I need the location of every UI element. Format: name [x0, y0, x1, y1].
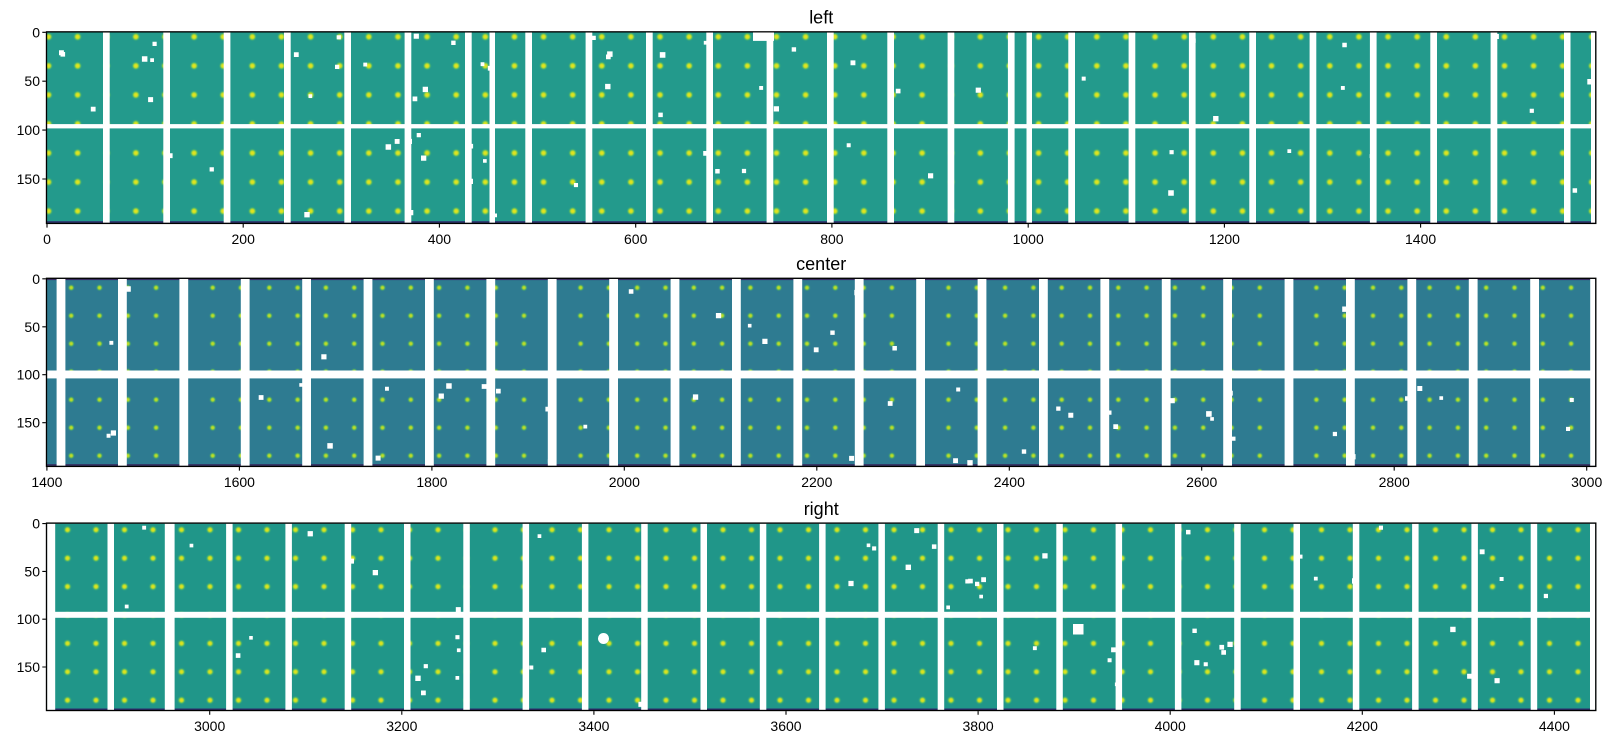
svg-text:50: 50 [24, 319, 40, 335]
svg-text:3200: 3200 [386, 718, 417, 734]
svg-text:400: 400 [428, 231, 452, 247]
svg-text:3400: 3400 [578, 718, 609, 734]
svg-text:100: 100 [17, 367, 41, 383]
svg-text:1600: 1600 [224, 474, 255, 490]
svg-text:800: 800 [820, 231, 844, 247]
svg-text:50: 50 [24, 73, 40, 89]
svg-text:100: 100 [17, 611, 41, 627]
svg-text:150: 150 [17, 659, 41, 675]
svg-text:4200: 4200 [1347, 718, 1378, 734]
svg-text:2200: 2200 [801, 474, 832, 490]
svg-text:0: 0 [32, 271, 40, 287]
svg-text:0: 0 [32, 516, 40, 532]
svg-text:200: 200 [232, 231, 256, 247]
svg-text:150: 150 [17, 171, 41, 187]
svg-text:3000: 3000 [1571, 474, 1602, 490]
svg-text:1400: 1400 [1405, 231, 1436, 247]
svg-text:3600: 3600 [770, 718, 801, 734]
svg-text:600: 600 [624, 231, 648, 247]
svg-text:1000: 1000 [1013, 231, 1044, 247]
svg-text:1200: 1200 [1209, 231, 1240, 247]
svg-text:left: left [809, 8, 833, 28]
svg-text:right: right [804, 499, 839, 519]
svg-text:0: 0 [43, 231, 51, 247]
svg-text:2600: 2600 [1186, 474, 1217, 490]
svg-text:3000: 3000 [194, 718, 225, 734]
svg-text:2800: 2800 [1379, 474, 1410, 490]
svg-text:1800: 1800 [416, 474, 447, 490]
svg-text:4000: 4000 [1155, 718, 1186, 734]
svg-text:2400: 2400 [994, 474, 1025, 490]
svg-text:100: 100 [17, 122, 41, 138]
svg-text:1400: 1400 [31, 474, 62, 490]
svg-text:0: 0 [32, 24, 40, 40]
svg-text:2000: 2000 [609, 474, 640, 490]
svg-text:150: 150 [17, 415, 41, 431]
svg-text:3800: 3800 [963, 718, 994, 734]
svg-text:4400: 4400 [1539, 718, 1570, 734]
svg-text:50: 50 [24, 563, 40, 579]
svg-text:center: center [796, 254, 846, 274]
